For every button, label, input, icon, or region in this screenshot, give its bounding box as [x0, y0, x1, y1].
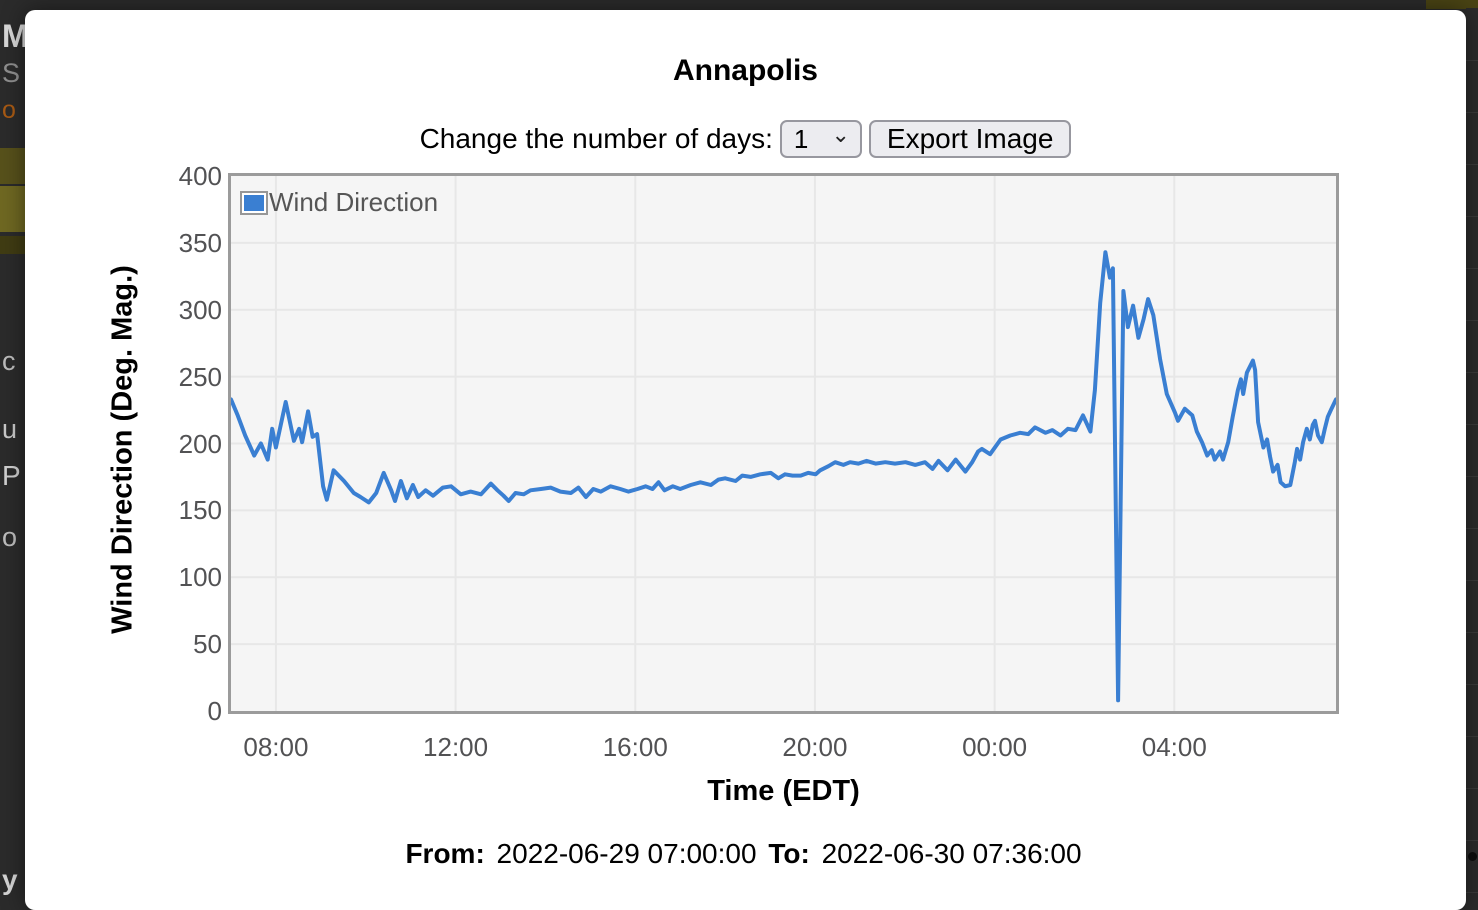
- background-row-line: [1466, 112, 1478, 113]
- background-page-top-right-fragment: [1426, 0, 1466, 9]
- background-row-line: [1466, 528, 1478, 529]
- x-axis-title: Time (EDT): [707, 775, 860, 807]
- legend-swatch-wind-direction: [244, 194, 264, 211]
- background-text-fragment: S: [2, 58, 21, 88]
- background-row-line: [1466, 216, 1478, 217]
- background-row-line: [1466, 892, 1478, 893]
- background-text-fragment: o: [2, 96, 16, 124]
- background-text-fragment: y: [2, 864, 18, 895]
- y-tick-label: 250: [178, 361, 222, 392]
- y-tick-label: 100: [178, 562, 222, 593]
- background-row-line: [1466, 684, 1478, 685]
- export-image-button[interactable]: Export Image: [868, 120, 1072, 158]
- background-row-line: [1466, 372, 1478, 373]
- background-row-line: [1466, 164, 1478, 165]
- date-range-caption: From: 2022-06-29 07:00:00 To: 2022-06-30…: [25, 838, 1466, 870]
- background-block-fragment: [0, 148, 25, 184]
- to-value: 2022-06-30 07:36:00: [821, 838, 1082, 869]
- from-value: 2022-06-29 07:00:00: [496, 838, 757, 869]
- background-row-line: [1466, 476, 1478, 477]
- background-dot-fragment: [1468, 852, 1477, 861]
- x-tick-label: 12:00: [423, 732, 489, 762]
- background-text-fragment: c: [2, 346, 16, 376]
- y-tick-label: 300: [178, 294, 222, 325]
- days-select-value: 1: [793, 123, 809, 154]
- background-text-fragment: P: [2, 460, 21, 491]
- days-select[interactable]: 1 ⌄: [779, 120, 862, 158]
- background-olive-fragment: [1466, 0, 1478, 8]
- background-row-line: [1466, 60, 1478, 61]
- x-tick-label: 04:00: [1141, 732, 1207, 762]
- background-block-fragment: [0, 236, 25, 254]
- background-row-line: [1466, 580, 1478, 581]
- plot-area[interactable]: Wind Direction: [228, 173, 1339, 714]
- page-title: Annapolis: [672, 54, 818, 87]
- chevron-down-icon: ⌄: [831, 122, 850, 147]
- x-tick-label: 20:00: [782, 732, 848, 762]
- y-tick-label: 400: [178, 161, 222, 191]
- x-tick-label: 08:00: [243, 732, 309, 762]
- from-label: From:: [405, 838, 485, 869]
- chart-controls: Change the number of days: 1 ⌄ Export Im…: [25, 119, 1466, 159]
- background-text-fragment: M: [2, 18, 25, 54]
- background-row-line: [1466, 840, 1478, 841]
- y-tick-label: 0: [207, 696, 222, 726]
- y-axis-title: Wind Direction (Deg. Mag.): [106, 265, 139, 634]
- y-tick-label: 200: [178, 428, 222, 459]
- y-tick-label: 150: [178, 495, 222, 526]
- background-row-line: [1466, 268, 1478, 269]
- background-row-line: [1466, 632, 1478, 633]
- wind-direction-line-chart: [231, 176, 1336, 711]
- background-row-line: [1466, 788, 1478, 789]
- background-row-line: [1466, 320, 1478, 321]
- y-tick-label: 350: [178, 227, 222, 258]
- background-text-fragment: o: [2, 522, 18, 552]
- x-tick-label: 00:00: [962, 732, 1028, 762]
- legend-swatch-border: [240, 190, 268, 215]
- chart-legend: Wind Direction: [240, 187, 438, 218]
- y-tick-label: 50: [193, 629, 222, 660]
- x-tick-label: 16:00: [602, 732, 668, 762]
- legend-label: Wind Direction: [269, 187, 439, 217]
- background-row-line: [1466, 424, 1478, 425]
- to-label: To:: [768, 838, 810, 869]
- series-line-wind-direction: [231, 250, 1336, 703]
- background-page-right-edge: [1466, 0, 1478, 896]
- background-block-fragment: [0, 186, 25, 232]
- station-chart-modal: Annapolis Change the number of days: 1 ⌄…: [25, 10, 1466, 910]
- days-select-label: Change the number of days:: [419, 123, 773, 154]
- background-text-fragment: u: [2, 414, 18, 444]
- background-row-line: [1466, 736, 1478, 737]
